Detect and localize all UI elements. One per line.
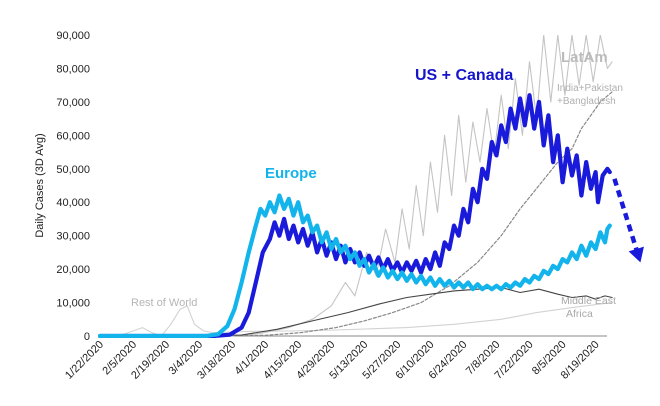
series-label-india-line2: +Bangladesh	[557, 96, 616, 107]
series-layer	[98, 35, 644, 338]
y-tick-label: 20,000	[56, 264, 90, 276]
series-line-latam	[99, 35, 613, 337]
series-line-middle-east-africa	[99, 286, 613, 337]
y-axis-title: Daily Cases (3D Avg)	[34, 133, 46, 237]
label-layer: Rest of World LatAm India+Pakistan +Banglad…	[131, 49, 623, 320]
y-tick-label: 10,000	[56, 298, 90, 310]
series-label-mea-line1: Middle East	[561, 295, 616, 307]
series-label-rest-of-world: Rest of World	[131, 297, 197, 309]
series-line-rest-of-world	[99, 302, 613, 337]
series-label-mea-line2: Africa	[566, 308, 593, 320]
y-tick-label: 80,000	[56, 63, 90, 75]
series-label-latam: LatAm	[561, 49, 608, 66]
trend-arrow-head	[628, 246, 644, 263]
y-tick-label: 30,000	[56, 231, 90, 243]
series-line-india-pakistan-bangladesh	[99, 91, 613, 337]
y-tick-label: 90,000	[56, 30, 90, 42]
series-line-us-canada	[98, 93, 612, 338]
trend-arrow-shaft	[612, 178, 640, 254]
series-label-us-canada: US + Canada	[415, 67, 513, 84]
series-label-europe: Europe	[265, 165, 317, 182]
y-tick-label: 40,000	[56, 197, 90, 209]
y-tick-label: 0	[84, 331, 90, 343]
series-label-india-line1: India+Pakistan	[557, 83, 623, 94]
series-line-europe	[98, 193, 612, 338]
y-tick-label: 60,000	[56, 130, 90, 142]
y-tick-label: 50,000	[56, 164, 90, 176]
y-tick-label: 70,000	[56, 97, 90, 109]
